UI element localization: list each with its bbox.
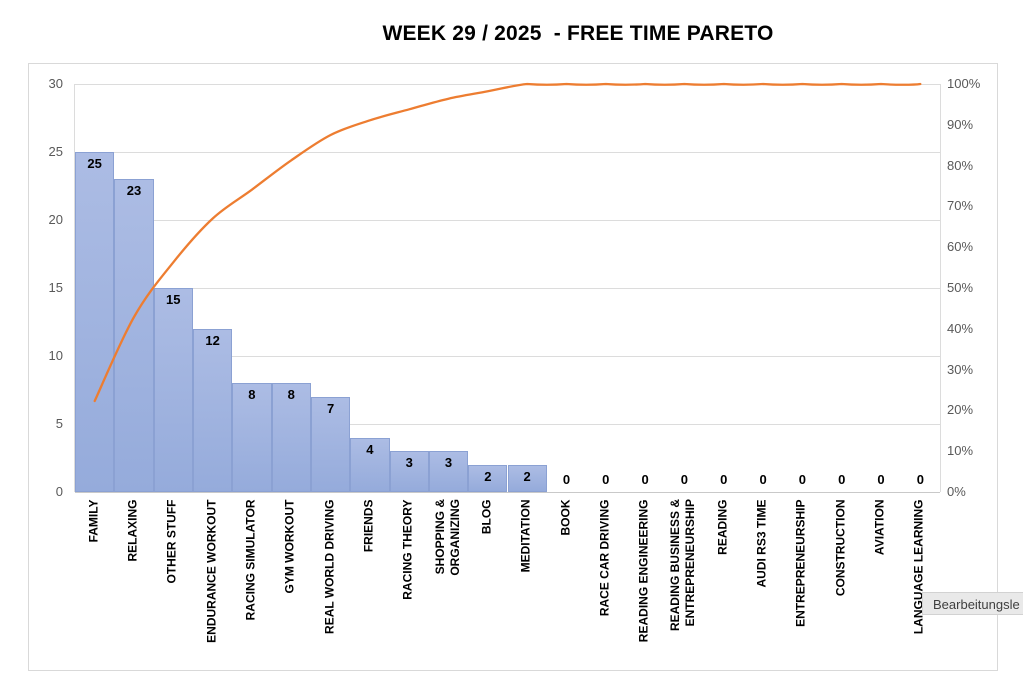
right-axis-tick: 80% [947, 157, 974, 173]
category-label: RACING SIMULATOR [243, 499, 258, 620]
right-axis-tick: 0% [947, 484, 966, 499]
category-label: AVIATION [872, 499, 887, 555]
right-axis-tick: 60% [947, 239, 974, 255]
category-label: RELAXING [125, 499, 140, 562]
category-label: FRIENDS [361, 499, 376, 552]
category-label: CONSTRUCTION [833, 499, 848, 596]
category-label: BLOG [479, 499, 494, 534]
bar-value-label: 0 [680, 472, 689, 487]
plot-area: 25 23 15 12 8 8 7 4 3 3 2 2 0 0 0 0 0 0 0 0 0 0 [74, 82, 941, 493]
gridline [75, 288, 940, 289]
bar[interactable] [350, 437, 390, 492]
right-axis-tick: 100% [947, 76, 981, 91]
chart-title[interactable]: WEEK 29 / 2025 - FREE TIME PARETO [382, 22, 774, 45]
bar-value-label: 0 [602, 472, 610, 487]
bar[interactable] [192, 328, 233, 492]
bar[interactable] [507, 464, 547, 492]
left-axis-tick: 25 [48, 144, 63, 159]
bar-value-label: 12 [205, 332, 220, 348]
category-label: REAL WORLD DRIVING [322, 499, 337, 634]
bar[interactable] [75, 152, 115, 492]
category-label: ENDURANCE WORKOUT [204, 499, 219, 643]
left-axis-tick: 20 [48, 212, 63, 227]
right-axis-tick: 40% [947, 320, 974, 336]
bar-value-label: 25 [87, 156, 102, 171]
gridline [75, 356, 940, 357]
gridline [75, 152, 940, 153]
bar-value-label: 0 [877, 472, 885, 487]
bar-value-label: 8 [287, 387, 295, 403]
bar[interactable] [271, 383, 311, 492]
category-axis-line [75, 492, 940, 493]
bar[interactable] [468, 464, 508, 492]
category-label: SHOPPING & ORGANIZING [432, 499, 462, 576]
bar-value-label: 0 [720, 472, 728, 487]
bar[interactable] [114, 179, 154, 492]
right-axis-tick: 70% [947, 198, 974, 214]
gridline [75, 220, 940, 221]
category-label: READING ENGINEERING [636, 499, 651, 642]
bar-value-label: 0 [916, 472, 924, 487]
right-axis-tick: 10% [947, 443, 974, 459]
category-label: RACE CAR DRIVING [597, 499, 612, 616]
category-label: OTHER STUFF [164, 499, 179, 583]
cumulative-line[interactable] [93, 82, 922, 403]
right-axis-tick: 20% [947, 402, 974, 418]
category-label: RACING THEORY [400, 499, 415, 600]
bar-value-label: 23 [126, 183, 142, 199]
right-axis-tick: 50% [947, 280, 974, 295]
right-axis-tick: 90% [947, 116, 974, 132]
category-label: GYM WORKOUT [282, 499, 297, 593]
category-label: AUDI RS3 TIME [754, 499, 769, 588]
left-axis-tick: 30 [48, 76, 63, 91]
bar-value-label: 4 [366, 441, 374, 457]
gridline [75, 424, 940, 425]
cumulative-line-layer [93, 82, 922, 403]
left-axis-tick: 5 [55, 416, 63, 431]
bar-value-label: 2 [523, 468, 531, 484]
category-label: READING [715, 499, 730, 555]
category-label: BOOK [558, 499, 572, 535]
bar-value-label: 0 [838, 472, 846, 487]
bar-value-label: 3 [444, 455, 453, 471]
bar-value-label: 7 [326, 400, 335, 416]
category-label: ENTREPRENEURSHIP [793, 499, 808, 627]
bar[interactable] [232, 383, 272, 492]
bar-value-label: 2 [484, 468, 492, 484]
left-axis-tick: 0 [55, 484, 63, 499]
category-label: MEDITATION [518, 499, 533, 572]
category-label: LANGUAGE LEARNING [911, 499, 926, 634]
right-axis-tick: 30% [947, 361, 974, 377]
bar-value-label: 15 [166, 292, 181, 307]
left-axis-tick: 10 [48, 348, 63, 363]
status-tooltip: Bearbeitungsle [922, 592, 1023, 615]
bar-value-label: 3 [405, 455, 413, 471]
category-label: READING BUSINESS & ENTREPRENEURSHIP [668, 499, 698, 632]
bar-value-label: 8 [248, 387, 256, 403]
bar-value-label: 0 [759, 472, 767, 487]
bar[interactable] [428, 451, 469, 492]
chart-area[interactable]: 25 23 15 12 8 8 7 4 3 3 2 2 0 0 0 0 0 0 0 0 0 0 0 5 10 15 20 25 30 … [28, 63, 998, 671]
left-axis-tick: 15 [48, 280, 63, 295]
bar-value-label: 0 [641, 472, 649, 487]
bar-value-label: 0 [798, 472, 806, 487]
category-label: FAMILY [86, 499, 101, 542]
gridline [75, 84, 940, 85]
bar[interactable] [310, 396, 351, 492]
bar-value-label: 0 [562, 472, 571, 487]
bar[interactable] [389, 451, 429, 492]
bar[interactable] [153, 288, 193, 492]
